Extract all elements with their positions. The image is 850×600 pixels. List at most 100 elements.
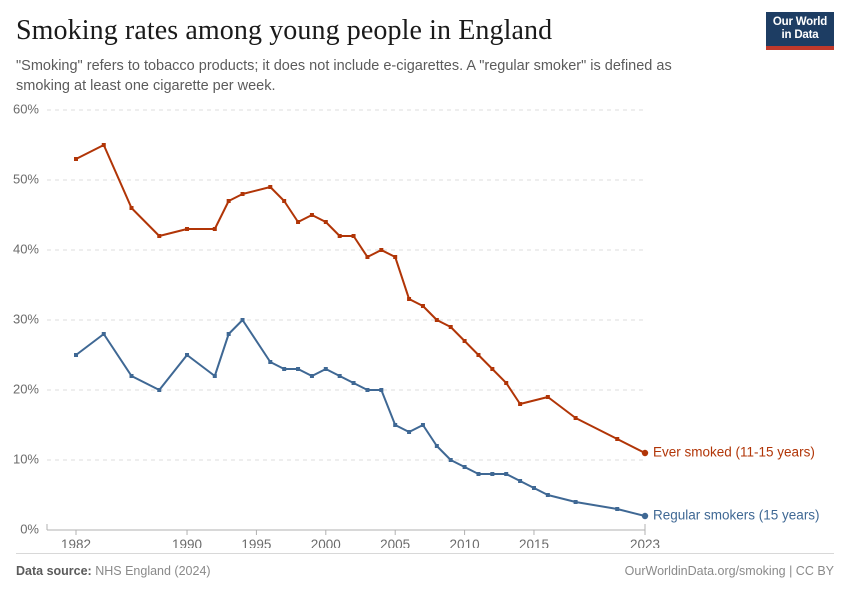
series-line: [75, 319, 646, 517]
data-point[interactable]: [309, 213, 314, 217]
series-end-marker: [641, 449, 649, 457]
data-point[interactable]: [518, 402, 523, 406]
data-point[interactable]: [504, 472, 509, 476]
data-source: Data source: NHS England (2024): [16, 564, 211, 578]
y-axis-tick-label: 60%: [13, 101, 39, 116]
data-point[interactable]: [448, 325, 453, 329]
data-point[interactable]: [573, 500, 578, 504]
data-point[interactable]: [615, 507, 620, 511]
data-point[interactable]: [615, 437, 620, 441]
series-regular-smokers[interactable]: Regular smokers (15 years): [74, 318, 820, 523]
series-legend-label[interactable]: Regular smokers (15 years): [653, 508, 820, 523]
series-line: [75, 144, 646, 454]
x-axis-tick-label: 2005: [380, 537, 410, 548]
data-point[interactable]: [420, 423, 425, 427]
y-axis-tick-label: 10%: [13, 451, 39, 466]
data-point[interactable]: [296, 220, 301, 224]
data-point[interactable]: [74, 157, 78, 161]
data-point[interactable]: [282, 199, 287, 203]
data-point[interactable]: [407, 297, 412, 301]
data-point[interactable]: [282, 367, 287, 371]
data-point[interactable]: [268, 360, 273, 364]
data-point[interactable]: [448, 458, 453, 462]
data-point[interactable]: [337, 234, 342, 238]
y-axis-tick-label: 40%: [13, 241, 39, 256]
data-source-value: NHS England (2024): [95, 564, 211, 578]
data-source-label: Data source:: [16, 564, 92, 578]
series-ever-smoked[interactable]: Ever smoked (11-15 years): [74, 143, 815, 460]
data-point[interactable]: [379, 388, 384, 392]
data-point[interactable]: [212, 374, 217, 378]
x-axis-tick-label: 1995: [241, 537, 271, 548]
data-point[interactable]: [420, 304, 425, 308]
data-point[interactable]: [268, 185, 273, 189]
data-point[interactable]: [351, 234, 356, 238]
data-point[interactable]: [185, 353, 190, 357]
data-point[interactable]: [323, 367, 328, 371]
data-point[interactable]: [490, 472, 495, 476]
data-point[interactable]: [226, 199, 231, 203]
y-gridlines: 0% 10% 20% 30% 40% 50% 60%: [13, 101, 645, 536]
x-axis-tick-label: 2000: [311, 537, 341, 548]
chart-footer: Data source: NHS England (2024) OurWorld…: [16, 553, 834, 588]
y-axis-tick-label: 0%: [20, 521, 39, 536]
data-point[interactable]: [476, 472, 481, 476]
data-point[interactable]: [337, 374, 342, 378]
data-point[interactable]: [129, 374, 134, 378]
line-chart-svg: 0% 10% 20% 30% 40% 50% 60% 1982 1990 1995 2000 2005…: [13, 101, 820, 548]
data-point[interactable]: [351, 381, 356, 385]
data-point[interactable]: [393, 255, 398, 259]
data-point[interactable]: [504, 381, 509, 385]
data-point[interactable]: [185, 227, 190, 231]
x-axis-tick-label: 2010: [450, 537, 480, 548]
data-point[interactable]: [531, 486, 536, 490]
data-point[interactable]: [309, 374, 314, 378]
y-axis-tick-label: 50%: [13, 171, 39, 186]
y-axis-tick-label: 30%: [13, 311, 39, 326]
data-point[interactable]: [407, 430, 412, 434]
attribution-link[interactable]: OurWorldinData.org/smoking | CC BY: [624, 564, 834, 578]
data-point[interactable]: [323, 220, 328, 224]
data-point[interactable]: [240, 192, 245, 196]
chart-plot-area: 0% 10% 20% 30% 40% 50% 60% 1982 1990 1995 2000 2005…: [0, 96, 850, 548]
data-point[interactable]: [157, 388, 162, 392]
x-axis-tick-label: 2023: [630, 537, 660, 548]
x-axis-tick-label: 1990: [172, 537, 202, 548]
data-point[interactable]: [240, 318, 245, 322]
chart-subtitle: "Smoking" refers to tobacco products; it…: [16, 58, 672, 95]
data-point[interactable]: [379, 248, 384, 252]
data-point[interactable]: [545, 493, 550, 497]
data-point[interactable]: [393, 423, 398, 427]
data-point[interactable]: [226, 332, 231, 336]
logo-line-1: Our World: [772, 15, 828, 28]
data-point[interactable]: [296, 367, 301, 371]
x-axis-tick-label: 2015: [519, 537, 549, 548]
data-point[interactable]: [157, 234, 162, 238]
series-legend-label[interactable]: Ever smoked (11-15 years): [653, 445, 815, 460]
x-axis-tick-label: 1982: [61, 537, 91, 548]
data-point[interactable]: [74, 353, 78, 357]
data-point[interactable]: [365, 255, 370, 259]
data-point[interactable]: [518, 479, 523, 483]
data-point[interactable]: [101, 143, 106, 147]
our-world-in-data-logo[interactable]: Our World in Data: [766, 12, 834, 50]
data-point[interactable]: [462, 339, 467, 343]
data-point[interactable]: [476, 353, 481, 357]
data-point[interactable]: [365, 388, 370, 392]
series-end-marker: [641, 512, 649, 520]
data-point[interactable]: [212, 227, 217, 231]
x-axis: 1982 1990 1995 2000 2005 2010 2015 2023: [46, 524, 660, 548]
data-point[interactable]: [434, 444, 439, 448]
data-point[interactable]: [490, 367, 495, 371]
data-point[interactable]: [434, 318, 439, 322]
data-point[interactable]: [462, 465, 467, 469]
data-point[interactable]: [573, 416, 578, 420]
data-point[interactable]: [101, 332, 106, 336]
y-axis-tick-label: 20%: [13, 381, 39, 396]
chart-header: Smoking rates among young people in Engl…: [16, 0, 834, 96]
logo-line-2: in Data: [781, 28, 819, 41]
data-point[interactable]: [129, 206, 134, 210]
page-title: Smoking rates among young people in Engl…: [16, 15, 553, 46]
data-point[interactable]: [545, 395, 550, 399]
